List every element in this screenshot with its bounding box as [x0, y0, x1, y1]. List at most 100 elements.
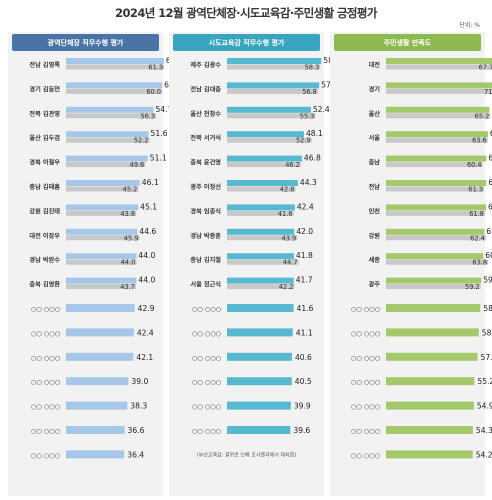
panel-1-title: 광역단체장 직무수행 평가 — [48, 38, 124, 47]
value-label-current: 57.6 — [321, 80, 338, 89]
category-label: 충남 김지철 — [190, 256, 221, 264]
value-label-previous: 41.6 — [278, 210, 293, 218]
bar-current — [227, 253, 294, 260]
category-label: 울산 — [369, 110, 381, 118]
bar-current — [66, 450, 125, 459]
value-label-previous: 60.0 — [146, 88, 161, 96]
bar-previous — [66, 259, 137, 265]
category-label: ○○ ○○○ — [192, 428, 221, 435]
bar-current — [227, 277, 294, 284]
value-label-previous: 52.2 — [134, 137, 149, 145]
value-label-previous: 61.8 — [469, 210, 484, 218]
value-label-previous: 43.7 — [120, 283, 135, 291]
bar-current — [227, 352, 292, 361]
value-label-current: 63.7 — [490, 129, 492, 138]
category-label: 인천 — [369, 207, 381, 215]
bar-current — [227, 328, 293, 337]
bar-current — [66, 253, 137, 260]
category-label: ○○ ○○○ — [192, 355, 221, 362]
bar-previous — [227, 284, 295, 290]
bar-current — [227, 106, 311, 113]
value-label-previous: 63.6 — [472, 137, 487, 145]
bar-previous — [66, 137, 150, 143]
value-label-previous: 42.8 — [280, 186, 295, 194]
value-label-previous: 43.9 — [282, 234, 297, 242]
category-label: 전남 김대중 — [190, 85, 221, 93]
value-label-current: 41.1 — [296, 328, 313, 337]
category-label: ○○ ○○○ — [31, 379, 60, 386]
value-label-current: 51.1 — [150, 154, 167, 163]
bar-current — [66, 352, 134, 361]
value-label-current: 42.4 — [297, 202, 314, 211]
category-label: ○○ ○○○ — [351, 330, 380, 337]
category-label: 울산 김두겸 — [29, 134, 60, 142]
category-label: 충남 — [369, 159, 381, 167]
bar-current — [227, 155, 302, 162]
category-label: ○○ ○○○ — [351, 306, 380, 313]
category-label: ○○ ○○○ — [351, 355, 380, 362]
value-label-current: 36.4 — [127, 450, 144, 459]
bar-previous — [227, 186, 296, 192]
category-label: ○○ ○○○ — [31, 306, 60, 313]
value-label-previous: 56.8 — [302, 88, 317, 96]
value-label-current: 39.9 — [294, 402, 311, 411]
bar-current — [386, 253, 484, 260]
panel-2-header — [173, 34, 320, 51]
value-label-previous: 45.2 — [123, 186, 138, 194]
category-label: ○○ ○○○ — [31, 355, 60, 362]
category-label: 경기 — [369, 85, 381, 93]
category-label: 서울 — [369, 134, 381, 142]
value-label-current: 41.6 — [297, 304, 314, 313]
value-label-previous: 62.4 — [470, 234, 485, 242]
value-label-previous: 65.2 — [475, 112, 490, 120]
bar-previous — [66, 162, 146, 168]
category-label: 서울 정근식 — [190, 281, 221, 289]
value-label-current: 51.6 — [151, 129, 168, 138]
bar-current — [386, 377, 475, 386]
bar-previous — [66, 113, 157, 119]
category-label: 광주 이정선 — [190, 183, 221, 191]
bar-current — [386, 426, 473, 434]
category-label: ○○ ○○○ — [192, 404, 221, 411]
category-label: 강원 — [369, 232, 381, 240]
category-label: 전북 서거석 — [190, 134, 221, 142]
value-label-previous: 42.2 — [279, 283, 294, 291]
value-label-current: 39.6 — [293, 426, 310, 435]
value-label-current: 44.0 — [138, 276, 155, 285]
bar-current — [386, 155, 487, 162]
category-label: 세종 — [369, 256, 381, 264]
value-label-current: 55.2 — [477, 377, 492, 386]
bar-current — [386, 106, 490, 113]
bar-previous — [227, 210, 294, 216]
bar-current — [227, 304, 294, 312]
bar-current — [386, 180, 487, 186]
bar-current — [66, 131, 149, 138]
bar-previous — [66, 64, 165, 70]
value-label-current: 38.3 — [130, 402, 147, 411]
value-label-current: 44.3 — [300, 178, 317, 187]
bar-current — [66, 204, 139, 211]
bar-previous — [227, 259, 299, 265]
bar-current — [66, 401, 128, 410]
category-label: 경북 임종식 — [190, 207, 221, 215]
category-label: ○○ ○○○ — [31, 428, 60, 435]
category-label: 강원 김진태 — [29, 207, 60, 215]
bar-current — [386, 277, 482, 284]
bar-current — [386, 304, 481, 312]
category-label: 울산 천창수 — [190, 110, 221, 118]
bar-current — [227, 82, 320, 89]
value-label-current: 60.8 — [485, 251, 492, 260]
value-label-current: 40.6 — [295, 353, 312, 362]
value-label-current: 61.4 — [486, 227, 492, 236]
bar-previous — [386, 210, 485, 216]
category-label: ○○ ○○○ — [31, 404, 60, 411]
value-label-previous: 71.1 — [484, 88, 492, 96]
value-label-current: 42.1 — [136, 353, 153, 362]
bar-previous — [386, 162, 483, 168]
value-label-previous: 61.3 — [468, 186, 483, 194]
category-label: 제주 김광수 — [190, 61, 221, 69]
value-label-current: 46.1 — [142, 178, 159, 187]
value-label-previous: 55.3 — [300, 112, 315, 120]
category-label: 전북 김관영 — [29, 110, 60, 118]
bar-current — [227, 228, 295, 235]
